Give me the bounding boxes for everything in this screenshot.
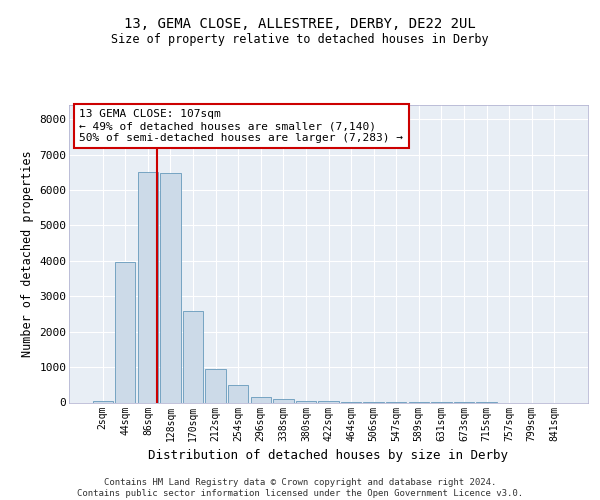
Text: 13 GEMA CLOSE: 107sqm
← 49% of detached houses are smaller (7,140)
50% of semi-d: 13 GEMA CLOSE: 107sqm ← 49% of detached … [79, 110, 403, 142]
Bar [92, 400, 113, 402]
Text: 13, GEMA CLOSE, ALLESTREE, DERBY, DE22 2UL: 13, GEMA CLOSE, ALLESTREE, DERBY, DE22 2… [124, 18, 476, 32]
Bar [296, 400, 316, 402]
Bar [138, 172, 158, 402]
Text: Contains HM Land Registry data © Crown copyright and database right 2024.
Contai: Contains HM Land Registry data © Crown c… [77, 478, 523, 498]
Bar [160, 173, 181, 402]
Bar [251, 397, 271, 402]
Bar [228, 385, 248, 402]
Y-axis label: Number of detached properties: Number of detached properties [20, 150, 34, 357]
Text: Size of property relative to detached houses in Derby: Size of property relative to detached ho… [111, 32, 489, 46]
Bar [273, 399, 293, 402]
X-axis label: Distribution of detached houses by size in Derby: Distribution of detached houses by size … [149, 449, 509, 462]
Bar [205, 369, 226, 402]
Bar [115, 262, 136, 402]
Bar [183, 311, 203, 402]
